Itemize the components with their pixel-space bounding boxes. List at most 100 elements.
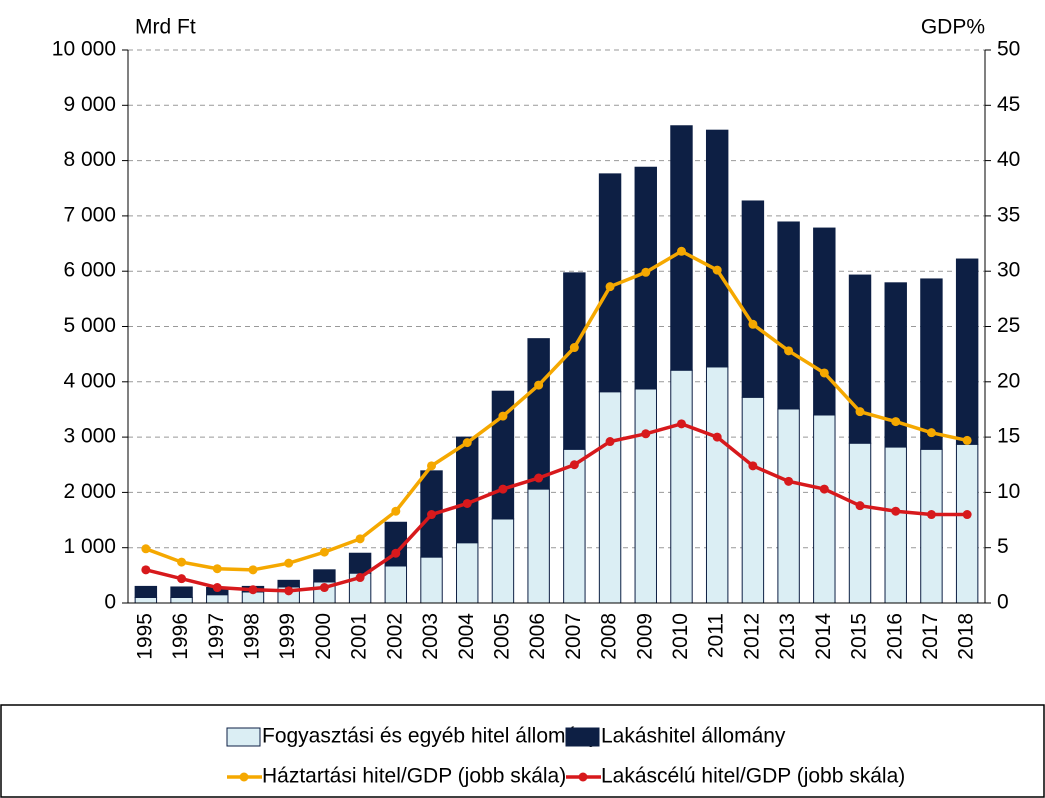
line-point <box>462 498 472 508</box>
line-point <box>676 419 686 429</box>
line-point <box>284 558 294 568</box>
line-point <box>534 380 544 390</box>
line-point <box>284 586 294 596</box>
line-point <box>569 460 579 470</box>
x-tick-label: 1995 <box>133 613 156 660</box>
bar <box>670 369 693 604</box>
legend-label: Fogyasztási és egyéb hitel állomány <box>262 725 600 748</box>
bar <box>777 408 800 604</box>
bar <box>955 258 979 445</box>
legend-swatch <box>565 727 600 747</box>
y-tick-label: 6 000 <box>63 259 116 282</box>
x-tick-label: 2017 <box>919 613 942 660</box>
bar <box>741 200 765 398</box>
line-point <box>748 319 758 329</box>
legend-label: Lakáshitel állomány <box>601 725 786 748</box>
x-tick-label: 2006 <box>526 613 549 660</box>
line-point <box>355 534 365 544</box>
legend-label: Háztartási hitel/GDP (jobb skála) <box>262 765 566 788</box>
x-tick-label: 2018 <box>955 613 978 660</box>
bar <box>563 272 586 450</box>
y2-tick-label: 35 <box>997 203 1020 226</box>
line-point <box>212 583 222 593</box>
bar <box>527 338 550 490</box>
x-tick-label: 2008 <box>598 613 621 660</box>
y2-tick-label: 40 <box>997 148 1020 171</box>
bar <box>563 448 586 604</box>
x-tick-label: 1996 <box>169 613 192 660</box>
y2-tick-label: 50 <box>997 38 1020 61</box>
y2-tick-label: 15 <box>997 425 1020 448</box>
y2-tick-label: 0 <box>997 591 1009 614</box>
bar <box>848 274 872 444</box>
line-point <box>641 429 651 439</box>
line-point <box>498 484 508 494</box>
line-point <box>177 557 187 567</box>
y2-tick-label: 10 <box>997 480 1020 503</box>
bar <box>277 579 300 588</box>
bar <box>634 388 657 604</box>
x-tick-label: 2014 <box>812 613 835 660</box>
x-tick-label: 2013 <box>776 613 799 660</box>
bar <box>134 596 158 604</box>
legend-label: Lakáscélú hitel/GDP (jobb skála) <box>601 765 905 788</box>
line <box>145 421 968 593</box>
bar <box>134 585 158 598</box>
bar <box>456 542 479 604</box>
line-point <box>498 411 508 421</box>
line-point <box>141 544 151 554</box>
x-tick-label: 2001 <box>348 613 371 660</box>
y-tick-label: 0 <box>104 591 116 614</box>
line-point <box>141 565 151 575</box>
y-axis-label: Mrd Ft <box>135 16 196 39</box>
line-point <box>605 282 615 292</box>
legend-box <box>0 704 1045 798</box>
bar <box>848 442 872 604</box>
line-point <box>784 346 794 356</box>
line-point <box>962 435 972 445</box>
line-point <box>534 473 544 483</box>
x-tick-label: 2005 <box>490 613 513 660</box>
line-point <box>248 585 258 595</box>
line-point <box>819 484 829 494</box>
bar <box>920 448 943 604</box>
line-point <box>355 573 365 583</box>
line-point <box>177 574 187 584</box>
line-point <box>605 437 615 447</box>
line-point <box>926 428 936 438</box>
x-tick-label: 2002 <box>383 613 406 660</box>
bar <box>813 227 836 416</box>
x-tick-label: 2003 <box>419 613 442 660</box>
y-tick-label: 10 000 <box>52 38 116 61</box>
x-tick-label: 1998 <box>241 613 264 660</box>
bar <box>598 391 622 604</box>
x-tick-label: 2012 <box>740 613 763 660</box>
line-point <box>926 510 936 520</box>
y2-tick-label: 5 <box>997 535 1009 558</box>
line-point <box>569 343 579 353</box>
y-tick-label: 9 000 <box>63 93 116 116</box>
line-point <box>248 565 258 575</box>
line-point <box>891 506 901 516</box>
bar <box>813 414 836 604</box>
legend-point <box>578 772 588 782</box>
y-tick-label: 5 000 <box>63 314 116 337</box>
line-point <box>855 407 865 417</box>
line-point <box>391 506 401 516</box>
y-tick-label: 7 000 <box>63 203 116 226</box>
line-point <box>748 461 758 471</box>
bar <box>456 436 479 544</box>
bar <box>777 221 800 410</box>
line-point <box>855 501 865 511</box>
bar <box>170 596 193 604</box>
bar <box>170 586 193 598</box>
bar <box>741 396 765 604</box>
line-point <box>391 548 401 558</box>
y2-tick-label: 25 <box>997 314 1020 337</box>
x-tick-label: 2000 <box>312 613 335 660</box>
bar <box>705 129 729 368</box>
bar <box>527 488 550 604</box>
y-tick-label: 3 000 <box>63 425 116 448</box>
y2-tick-label: 45 <box>997 93 1020 116</box>
